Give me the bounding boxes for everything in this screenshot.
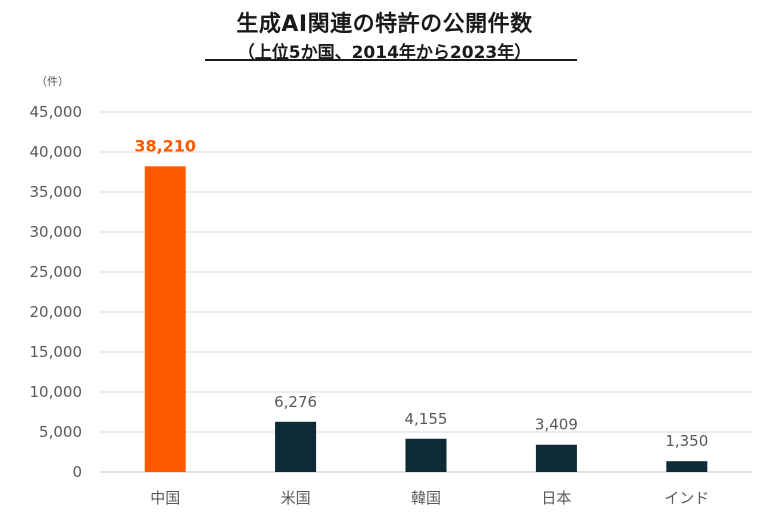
- data-label: 38,210: [134, 136, 196, 155]
- y-tick-label: 25,000: [30, 263, 83, 281]
- y-axis-unit-label: （件）: [36, 75, 69, 88]
- data-label: 3,409: [535, 416, 578, 434]
- y-tick-label: 45,000: [30, 103, 83, 121]
- bar: [144, 166, 186, 472]
- chart-subtitle: （上位5か国、2014年から2023年）: [237, 43, 532, 63]
- bar: [666, 461, 708, 472]
- y-tick-label: 5,000: [39, 423, 82, 441]
- x-tick-label: 日本: [541, 489, 571, 507]
- y-tick-label: 30,000: [30, 223, 83, 241]
- x-tick-label: 韓国: [411, 489, 441, 507]
- data-label: 1,350: [665, 432, 708, 450]
- x-tick-label: 米国: [281, 489, 311, 507]
- data-label: 4,155: [405, 410, 448, 428]
- chart-title: 生成AI関連の特許の公開件数: [236, 12, 533, 37]
- x-tick-label: インド: [664, 489, 709, 507]
- y-tick-label: 35,000: [30, 183, 83, 201]
- data-label: 6,276: [274, 393, 317, 411]
- y-tick-label: 40,000: [30, 143, 83, 161]
- y-tick-label: 20,000: [30, 303, 83, 321]
- bar: [405, 438, 447, 472]
- bar: [275, 421, 317, 472]
- y-tick-label: 15,000: [30, 343, 83, 361]
- y-tick-label: 10,000: [30, 383, 83, 401]
- x-tick-label: 中国: [150, 489, 180, 507]
- y-tick-label: 0: [72, 463, 82, 481]
- bar: [535, 444, 577, 472]
- subtitle-underline: [205, 59, 577, 61]
